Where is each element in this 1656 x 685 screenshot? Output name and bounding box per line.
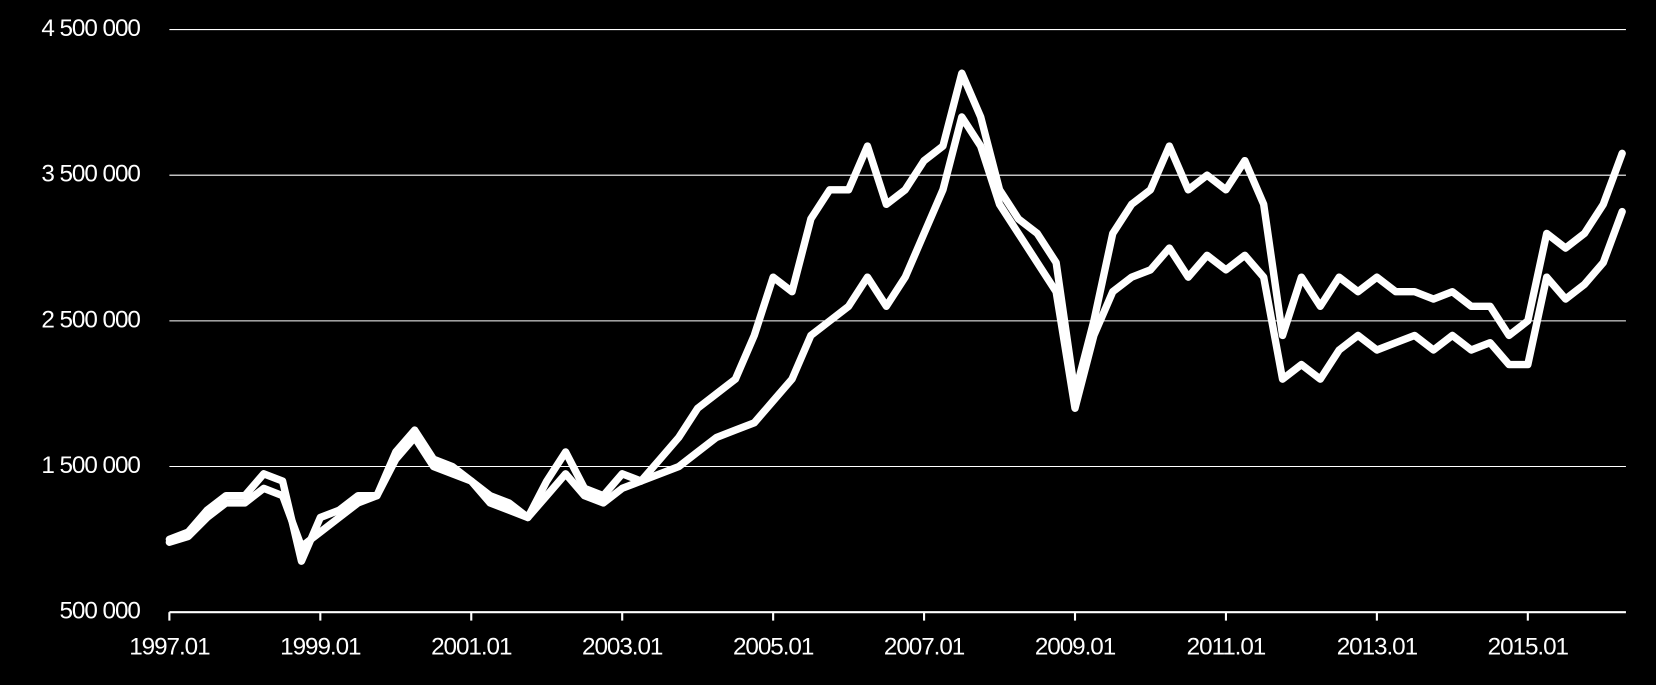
x-tick-label: 2005.01	[733, 633, 814, 660]
x-tick-label: 2007.01	[884, 633, 965, 660]
x-tick-label: 1997.01	[129, 633, 210, 660]
x-tick-label: 2001.01	[431, 633, 512, 660]
y-tick-label: 3 500 000	[41, 161, 140, 188]
y-tick-label: 4 500 000	[41, 15, 140, 42]
y-tick-label: 500 000	[60, 598, 141, 625]
x-tick-label: 2011.01	[1187, 633, 1266, 660]
y-tick-label: 1 500 000	[41, 452, 140, 479]
x-tick-label: 2015.01	[1488, 633, 1569, 660]
x-tick-label: 1999.01	[280, 633, 361, 660]
data-line	[165, 69, 1626, 565]
data-line	[165, 113, 1626, 551]
x-tick-label: 2013.01	[1337, 633, 1418, 660]
x-tick-label: 2009.01	[1035, 633, 1116, 660]
x-tick-label: 2003.01	[582, 633, 663, 660]
y-tick-label: 2 500 000	[41, 306, 140, 333]
